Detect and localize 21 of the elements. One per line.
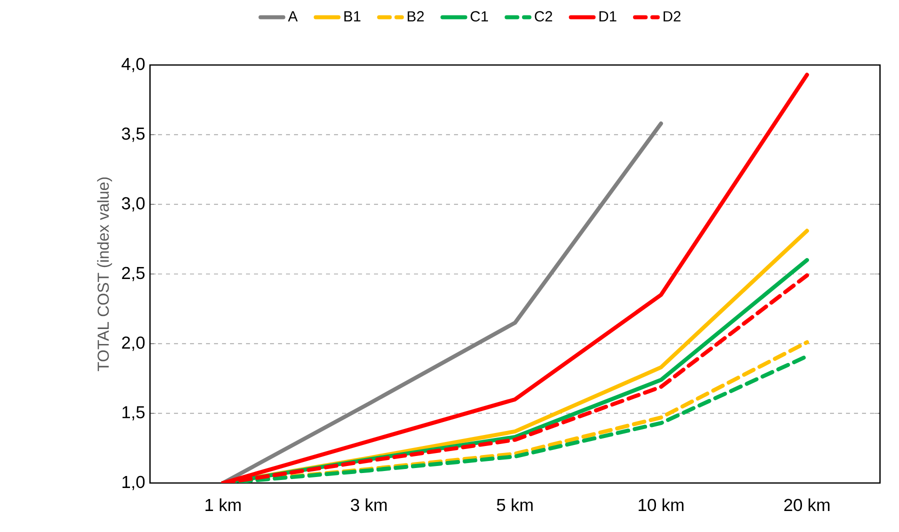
y-axis-title: TOTAL COST (index value): [97, 178, 112, 372]
x-tick-label: 5 km: [496, 498, 533, 512]
legend-label: C2: [534, 11, 552, 22]
legend-label: B2: [408, 11, 424, 22]
legend-label: C1: [470, 11, 488, 22]
y-tick-label: 1,5: [122, 406, 145, 420]
legend-label: D2: [664, 11, 680, 22]
legend-label: B1: [344, 11, 360, 22]
line-series: [221, 122, 663, 483]
x-tick-label: 20 km: [784, 498, 830, 512]
y-tick-label: 4,0: [122, 58, 145, 72]
x-tick-label: 1 km: [206, 498, 241, 511]
y-tick-label: 1,0: [122, 476, 145, 490]
y-tick-label: 2,0: [122, 336, 145, 351]
x-tick-label: 10 km: [638, 498, 684, 512]
y-tick-label: 2,5: [122, 266, 145, 282]
y-tick-label: 3,5: [122, 128, 145, 142]
legend-label: D1: [599, 11, 616, 22]
legend-label: A: [288, 11, 298, 22]
x-tick-label: 3 km: [350, 498, 387, 512]
y-tick-label: 3,0: [122, 197, 145, 212]
